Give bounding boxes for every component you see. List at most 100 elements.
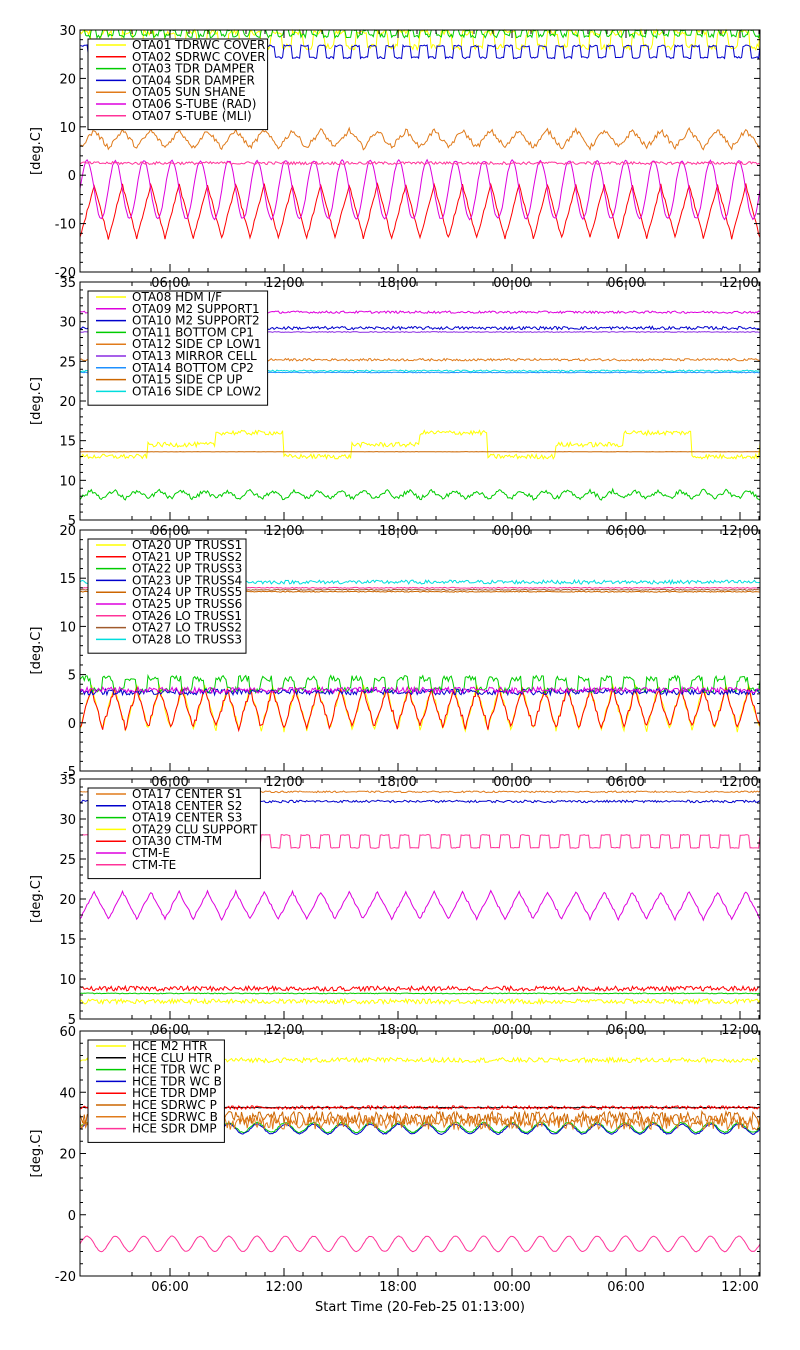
x-tick-label: 12:00: [265, 1280, 302, 1295]
y-tick-label: 30: [59, 813, 76, 828]
y-tick-label: 35: [59, 773, 76, 788]
legend-label: OTA04 SDR DAMPER: [132, 73, 255, 87]
legend-label: HCE TDR WC B: [132, 1074, 222, 1088]
x-tick-label: 06:00: [607, 1280, 644, 1295]
series-line-5: [79, 126, 761, 151]
series-line-1: [79, 429, 761, 461]
y-tick-label: 5: [68, 514, 76, 529]
y-tick-label: 15: [59, 933, 76, 948]
y-axis-label: [deg.C]: [29, 377, 44, 425]
legend-label: OTA24 UP TRUSS5: [132, 585, 242, 599]
y-tick-label: 20: [59, 1148, 76, 1163]
y-axis-label: [deg.C]: [29, 875, 44, 923]
y-tick-label: 5: [68, 669, 76, 684]
legend-box: [87, 538, 247, 654]
legend-label: OTA10 M2 SUPPORT2: [132, 314, 260, 328]
legend-label: OTA14 BOTTOM CP2: [132, 361, 254, 375]
y-tick-label: 10: [59, 474, 76, 489]
legend-label: OTA11 BOTTOM CP1: [132, 325, 254, 339]
legend-box: [87, 38, 269, 131]
legend-label: OTA22 UP TRUSS3: [132, 562, 242, 576]
legend-label: CTM-E: [132, 846, 170, 860]
y-tick-label: 0: [68, 169, 76, 184]
legend-label: OTA20 UP TRUSS1: [132, 538, 242, 552]
legend-label: OTA29 CLU SUPPORT: [132, 822, 258, 836]
legend-label: OTA12 SIDE CP LOW1: [132, 337, 262, 351]
series-line-3: [79, 992, 761, 995]
legend-label: OTA19 CENTER S3: [132, 811, 242, 825]
series-line-4: [79, 487, 761, 501]
legend-label: OTA25 UP TRUSS6: [132, 597, 242, 611]
legend-label: OTA13 MIRROR CELL: [132, 349, 257, 363]
series-line-3: [79, 673, 761, 695]
legend-label: OTA30 CTM-TM: [132, 834, 222, 848]
legend-box: [87, 290, 269, 406]
y-tick-label: -20: [55, 266, 76, 281]
series-line-5: [79, 984, 761, 993]
y-axis-label: [deg.C]: [29, 1130, 44, 1178]
legend-label: OTA23 UP TRUSS4: [132, 573, 242, 587]
plot-frame: [79, 529, 761, 772]
legend-label: HCE M2 HTR: [132, 1039, 207, 1053]
legend-label: HCE SDRWC B: [132, 1110, 218, 1124]
y-tick-label: 15: [59, 572, 76, 587]
y-tick-label: 10: [59, 620, 76, 635]
y-axis-label: [deg.C]: [29, 627, 44, 675]
legend-label: OTA26 LO TRUSS1: [132, 609, 242, 623]
x-tick-label: 06:00: [151, 1280, 188, 1295]
y-tick-label: 0: [68, 1209, 76, 1224]
legend-label: OTA01 TDRWC COVER: [132, 38, 265, 52]
y-tick-label: 15: [59, 435, 76, 450]
y-tick-label: 20: [59, 72, 76, 87]
legend-label: OTA02 SDRWC COVER: [132, 50, 266, 64]
legend-label: OTA17 CENTER S1: [132, 787, 242, 801]
series-line-4: [79, 687, 761, 697]
legend-label: HCE TDR WC P: [132, 1063, 221, 1077]
series-line-6: [79, 158, 761, 221]
legend-label: OTA27 LO TRUSS2: [132, 621, 242, 635]
legend-label: HCE CLU HTR: [132, 1051, 213, 1065]
y-tick-label: -10: [55, 218, 76, 233]
legend-label: OTA05 SUN SHANE: [132, 85, 246, 99]
y-tick-label: 60: [59, 1025, 76, 1040]
series-line-6: [79, 685, 761, 695]
legend-label: OTA15 SIDE CP UP: [132, 373, 242, 387]
y-tick-label: 35: [59, 276, 76, 291]
y-tick-label: 40: [59, 1086, 76, 1101]
y-tick-label: 10: [59, 121, 76, 136]
legend-label: OTA16 SIDE CP LOW2: [132, 384, 262, 398]
x-tick-label: 18:00: [379, 1280, 416, 1295]
legend-label: OTA03 TDR DAMPER: [132, 62, 255, 76]
y-tick-label: 5: [68, 1013, 76, 1028]
y-tick-label: 0: [68, 717, 76, 732]
legend-label: CTM-TE: [132, 858, 176, 872]
x-axis-label: Start Time (20-Feb-25 01:13:00): [315, 1300, 525, 1315]
series-line-2: [79, 181, 761, 240]
panel-5: -20 0 20 40 60 06:00 12:00 18:00 00:00 06:00 12:00…: [29, 1025, 761, 1295]
legend-label: OTA08 HDM I/F: [132, 290, 222, 304]
legend-label: OTA21 UP TRUSS2: [132, 550, 242, 564]
plot-frame: [79, 29, 761, 273]
series-line-7: [79, 160, 761, 166]
legend-label: OTA28 LO TRUSS3: [132, 632, 242, 646]
series-line-4: [79, 997, 761, 1006]
y-axis-label: [deg.C]: [29, 127, 44, 175]
series-line-6: [79, 889, 761, 922]
y-tick-label: 30: [59, 316, 76, 331]
legend-label: OTA09 M2 SUPPORT1: [132, 302, 260, 316]
x-tick-label: 12:00: [721, 1280, 758, 1295]
legend-label: OTA06 S-TUBE (RAD): [132, 97, 256, 111]
y-tick-label: 30: [59, 24, 76, 39]
y-tick-label: 20: [59, 395, 76, 410]
legend-label: OTA07 S-TUBE (MLI): [132, 109, 252, 123]
y-tick-label: 10: [59, 973, 76, 988]
